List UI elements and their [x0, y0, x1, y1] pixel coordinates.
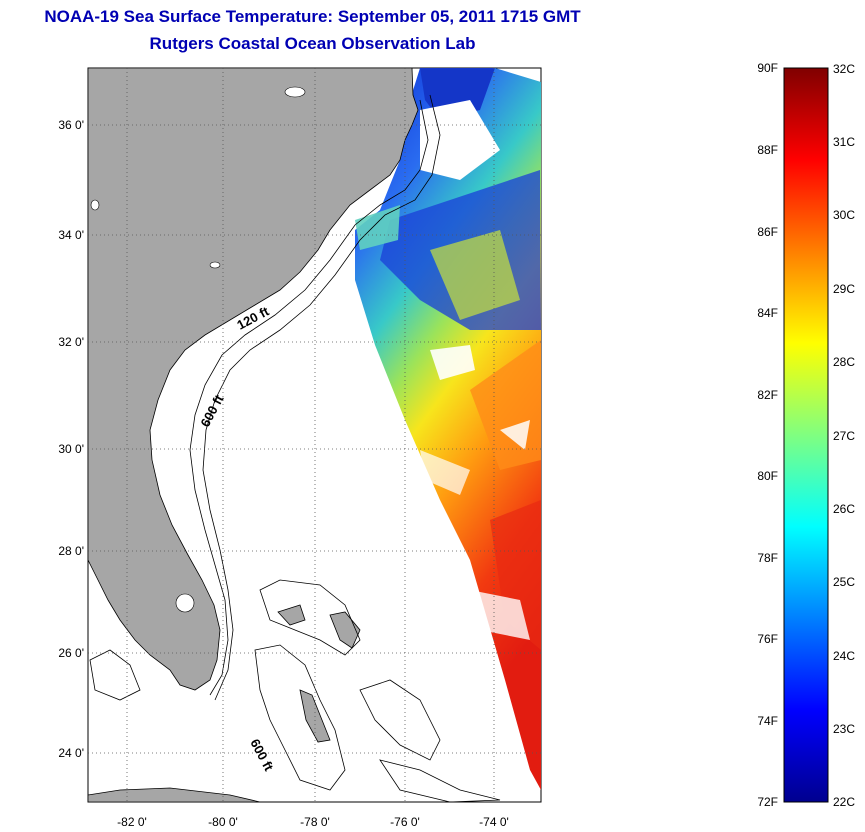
land-us-coast: [88, 68, 419, 691]
colorbar-label-f: 78F: [757, 551, 778, 565]
lat-tick-label: 34 0': [58, 228, 84, 242]
lon-tick-label: -82 0': [117, 815, 147, 829]
colorbar: 72F 74F 76F 78F 80F 82F 84F 86F 88F 90F …: [757, 61, 855, 809]
colorbar-label-c: 22C: [833, 795, 855, 809]
lat-tick-label: 28 0': [58, 544, 84, 558]
lat-tick-label: 32 0': [58, 335, 84, 349]
colorbar-label-c: 26C: [833, 502, 855, 516]
colorbar-label-f: 90F: [757, 61, 778, 75]
map-subtitle: Rutgers Coastal Ocean Observation Lab: [149, 34, 476, 53]
colorbar-label-c: 25C: [833, 575, 855, 589]
sst-swath: [355, 68, 541, 790]
map-area: 120 ft 600 ft 600 ft 24 0' 26 0' 28 0' 3…: [58, 67, 542, 829]
lon-axis: -82 0' -80 0' -78 0' -76 0' -74 0': [117, 815, 509, 829]
lon-tick-label: -76 0': [390, 815, 420, 829]
lat-axis: 24 0' 26 0' 28 0' 30 0' 32 0' 34 0' 36 0…: [58, 118, 84, 760]
colorbar-label-f: 88F: [757, 143, 778, 157]
land-cuba: [88, 787, 261, 802]
lon-tick-label: -78 0': [300, 815, 330, 829]
colorbar-label-c: 27C: [833, 429, 855, 443]
colorbar-label-f: 86F: [757, 225, 778, 239]
colorbar-gradient: [783, 67, 829, 803]
colorbar-label-f: 72F: [757, 795, 778, 809]
colorbar-label-c: 23C: [833, 722, 855, 736]
lat-tick-label: 26 0': [58, 646, 84, 660]
lon-tick-label: -74 0': [479, 815, 509, 829]
colorbar-label-f: 80F: [757, 469, 778, 483]
lat-tick-label: 30 0': [58, 442, 84, 456]
colorbar-label-c: 24C: [833, 649, 855, 663]
colorbar-c-labels: 22C 23C 24C 25C 26C 27C 28C 29C 30C 31C …: [833, 62, 855, 809]
colorbar-f-labels: 72F 74F 76F 78F 80F 82F 84F 86F 88F 90F: [757, 61, 778, 809]
lon-tick-label: -80 0': [208, 815, 238, 829]
colorbar-label-c: 32C: [833, 62, 855, 76]
colorbar-label-c: 30C: [833, 208, 855, 222]
colorbar-label-c: 29C: [833, 282, 855, 296]
lat-tick-label: 24 0': [58, 746, 84, 760]
bathymetry-contours: [89, 94, 501, 802]
colorbar-label-f: 74F: [757, 714, 778, 728]
map-title: NOAA-19 Sea Surface Temperature: Septemb…: [44, 7, 581, 26]
lat-tick-label: 36 0': [58, 118, 84, 132]
colorbar-label-c: 31C: [833, 135, 855, 149]
colorbar-label-f: 84F: [757, 306, 778, 320]
colorbar-label-f: 82F: [757, 388, 778, 402]
land-lakes: [90, 86, 306, 613]
colorbar-label-c: 28C: [833, 355, 855, 369]
colorbar-label-f: 76F: [757, 632, 778, 646]
